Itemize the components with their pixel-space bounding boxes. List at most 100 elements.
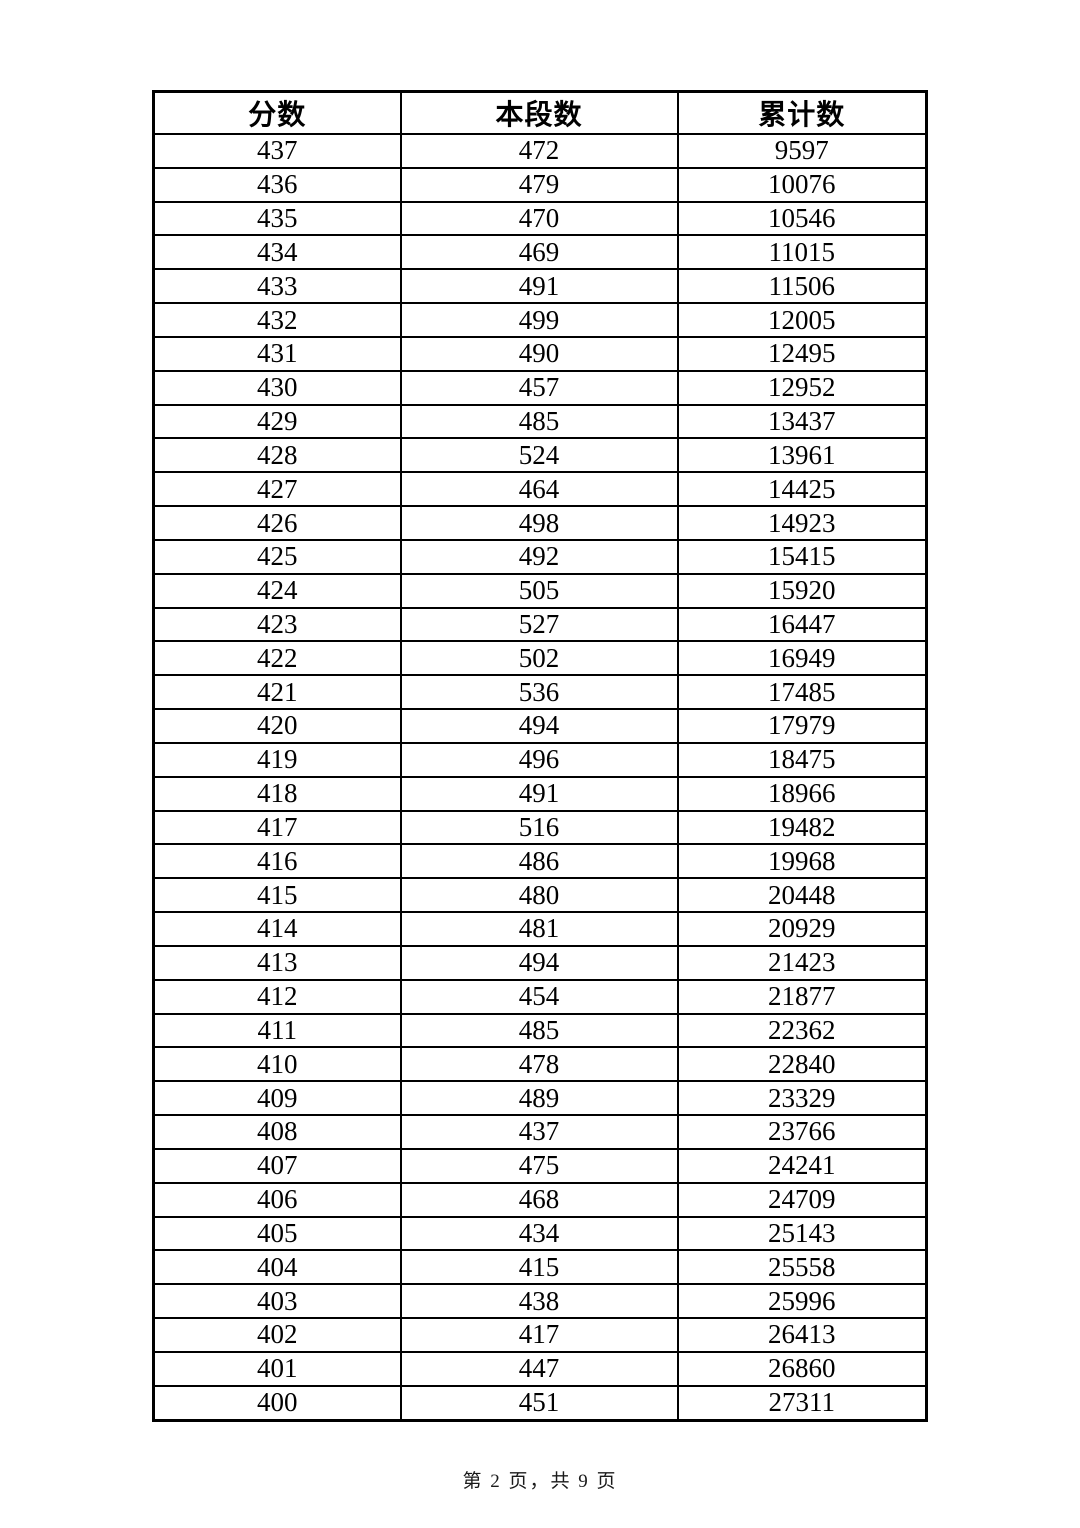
table-cell: 11015 <box>676 234 928 271</box>
table-cell: 25558 <box>676 1249 928 1286</box>
table-cell: 486 <box>399 843 679 880</box>
table-row: 414 481 20929 <box>152 911 928 947</box>
table-row: 410 478 22840 <box>152 1046 928 1083</box>
table-row: 416 486 19968 <box>152 843 928 880</box>
table-cell: 411 <box>152 1012 402 1049</box>
table-row: 431 490 12495 <box>152 335 928 372</box>
table-cell: 407 <box>152 1147 402 1184</box>
table-cell: 20448 <box>676 877 928 914</box>
table-row: 406 468 24709 <box>152 1181 928 1218</box>
table-row: 423 527 16447 <box>152 606 928 643</box>
table-cell: 409 <box>152 1080 402 1117</box>
table-cell: 15920 <box>676 572 928 609</box>
table-cell: 536 <box>399 674 679 711</box>
table-row: 427 464 14425 <box>152 471 928 508</box>
table-cell: 18475 <box>676 741 928 778</box>
table-cell: 23766 <box>676 1114 928 1150</box>
table-cell: 17485 <box>676 674 928 711</box>
table-cell: 432 <box>152 302 402 338</box>
page-number-footer: 第 2 页，共 9 页 <box>462 1471 618 1492</box>
table-row: 404 415 25558 <box>152 1249 928 1286</box>
table-cell: 494 <box>399 944 679 981</box>
table-cell: 499 <box>399 302 679 338</box>
table-cell: 489 <box>399 1080 679 1117</box>
table-row: 422 502 16949 <box>152 640 928 677</box>
table-cell: 417 <box>152 809 402 846</box>
table-cell: 12952 <box>676 369 928 406</box>
table-cell: 14425 <box>676 471 928 508</box>
table-cell: 403 <box>152 1283 402 1319</box>
table-cell: 491 <box>399 268 679 305</box>
table-row: 432 499 12005 <box>152 302 928 338</box>
table-cell: 416 <box>152 843 402 880</box>
table-row: 436 479 10076 <box>152 166 928 203</box>
table-cell: 472 <box>399 133 679 169</box>
table-cell: 494 <box>399 708 679 744</box>
column-header-segment-count: 本段数 <box>399 90 679 135</box>
table-cell: 415 <box>399 1249 679 1286</box>
table-cell: 498 <box>399 505 679 541</box>
table-cell: 400 <box>152 1384 402 1422</box>
table-cell: 496 <box>399 741 679 778</box>
table-cell: 14923 <box>676 505 928 541</box>
table-cell: 16447 <box>676 606 928 643</box>
table-row: 400 451 27311 <box>152 1384 928 1422</box>
table-cell: 492 <box>399 538 679 575</box>
table-row: 417 516 19482 <box>152 809 928 846</box>
table-cell: 10076 <box>676 166 928 203</box>
table-cell: 527 <box>399 606 679 643</box>
table-cell: 480 <box>399 877 679 914</box>
table-cell: 457 <box>399 369 679 406</box>
table-row: 405 434 25143 <box>152 1215 928 1252</box>
table-cell: 15415 <box>676 538 928 575</box>
table-cell: 9597 <box>676 133 928 169</box>
table-cell: 25143 <box>676 1215 928 1252</box>
table-cell: 10546 <box>676 200 928 237</box>
table-row: 413 494 21423 <box>152 944 928 981</box>
table-cell: 437 <box>399 1114 679 1150</box>
table-cell: 436 <box>152 166 402 203</box>
table-cell: 475 <box>399 1147 679 1184</box>
table-cell: 422 <box>152 640 402 677</box>
table-cell: 13437 <box>676 403 928 440</box>
table-cell: 19482 <box>676 809 928 846</box>
table-row: 434 469 11015 <box>152 234 928 271</box>
table-cell: 468 <box>399 1181 679 1218</box>
table-cell: 417 <box>399 1316 679 1353</box>
table-cell: 470 <box>399 200 679 237</box>
table-cell: 502 <box>399 640 679 677</box>
table-row: 420 494 17979 <box>152 708 928 744</box>
table-cell: 438 <box>399 1283 679 1319</box>
table-cell: 413 <box>152 944 402 981</box>
table-cell: 437 <box>152 133 402 169</box>
table-cell: 406 <box>152 1181 402 1218</box>
table-cell: 421 <box>152 674 402 711</box>
table-cell: 22840 <box>676 1046 928 1083</box>
table-cell: 454 <box>399 978 679 1015</box>
table-cell: 491 <box>399 775 679 812</box>
table-row: 428 524 13961 <box>152 437 928 474</box>
table-row: 425 492 15415 <box>152 538 928 575</box>
table-cell: 414 <box>152 911 402 947</box>
table-cell: 26413 <box>676 1316 928 1353</box>
table-row: 424 505 15920 <box>152 572 928 609</box>
table-cell: 408 <box>152 1114 402 1150</box>
table-row: 411 485 22362 <box>152 1012 928 1049</box>
table-cell: 404 <box>152 1249 402 1286</box>
table-cell: 22362 <box>676 1012 928 1049</box>
table-cell: 12495 <box>676 335 928 372</box>
table-cell: 423 <box>152 606 402 643</box>
table-row: 419 496 18475 <box>152 741 928 778</box>
table-cell: 435 <box>152 200 402 237</box>
table-cell: 13961 <box>676 437 928 474</box>
table-row: 402 417 26413 <box>152 1316 928 1353</box>
table-cell: 21877 <box>676 978 928 1015</box>
table-cell: 402 <box>152 1316 402 1353</box>
table-cell: 481 <box>399 911 679 947</box>
table-cell: 431 <box>152 335 402 372</box>
table-cell: 405 <box>152 1215 402 1252</box>
table-cell: 505 <box>399 572 679 609</box>
table-cell: 12005 <box>676 302 928 338</box>
table-cell: 427 <box>152 471 402 508</box>
table-row: 408 437 23766 <box>152 1114 928 1150</box>
